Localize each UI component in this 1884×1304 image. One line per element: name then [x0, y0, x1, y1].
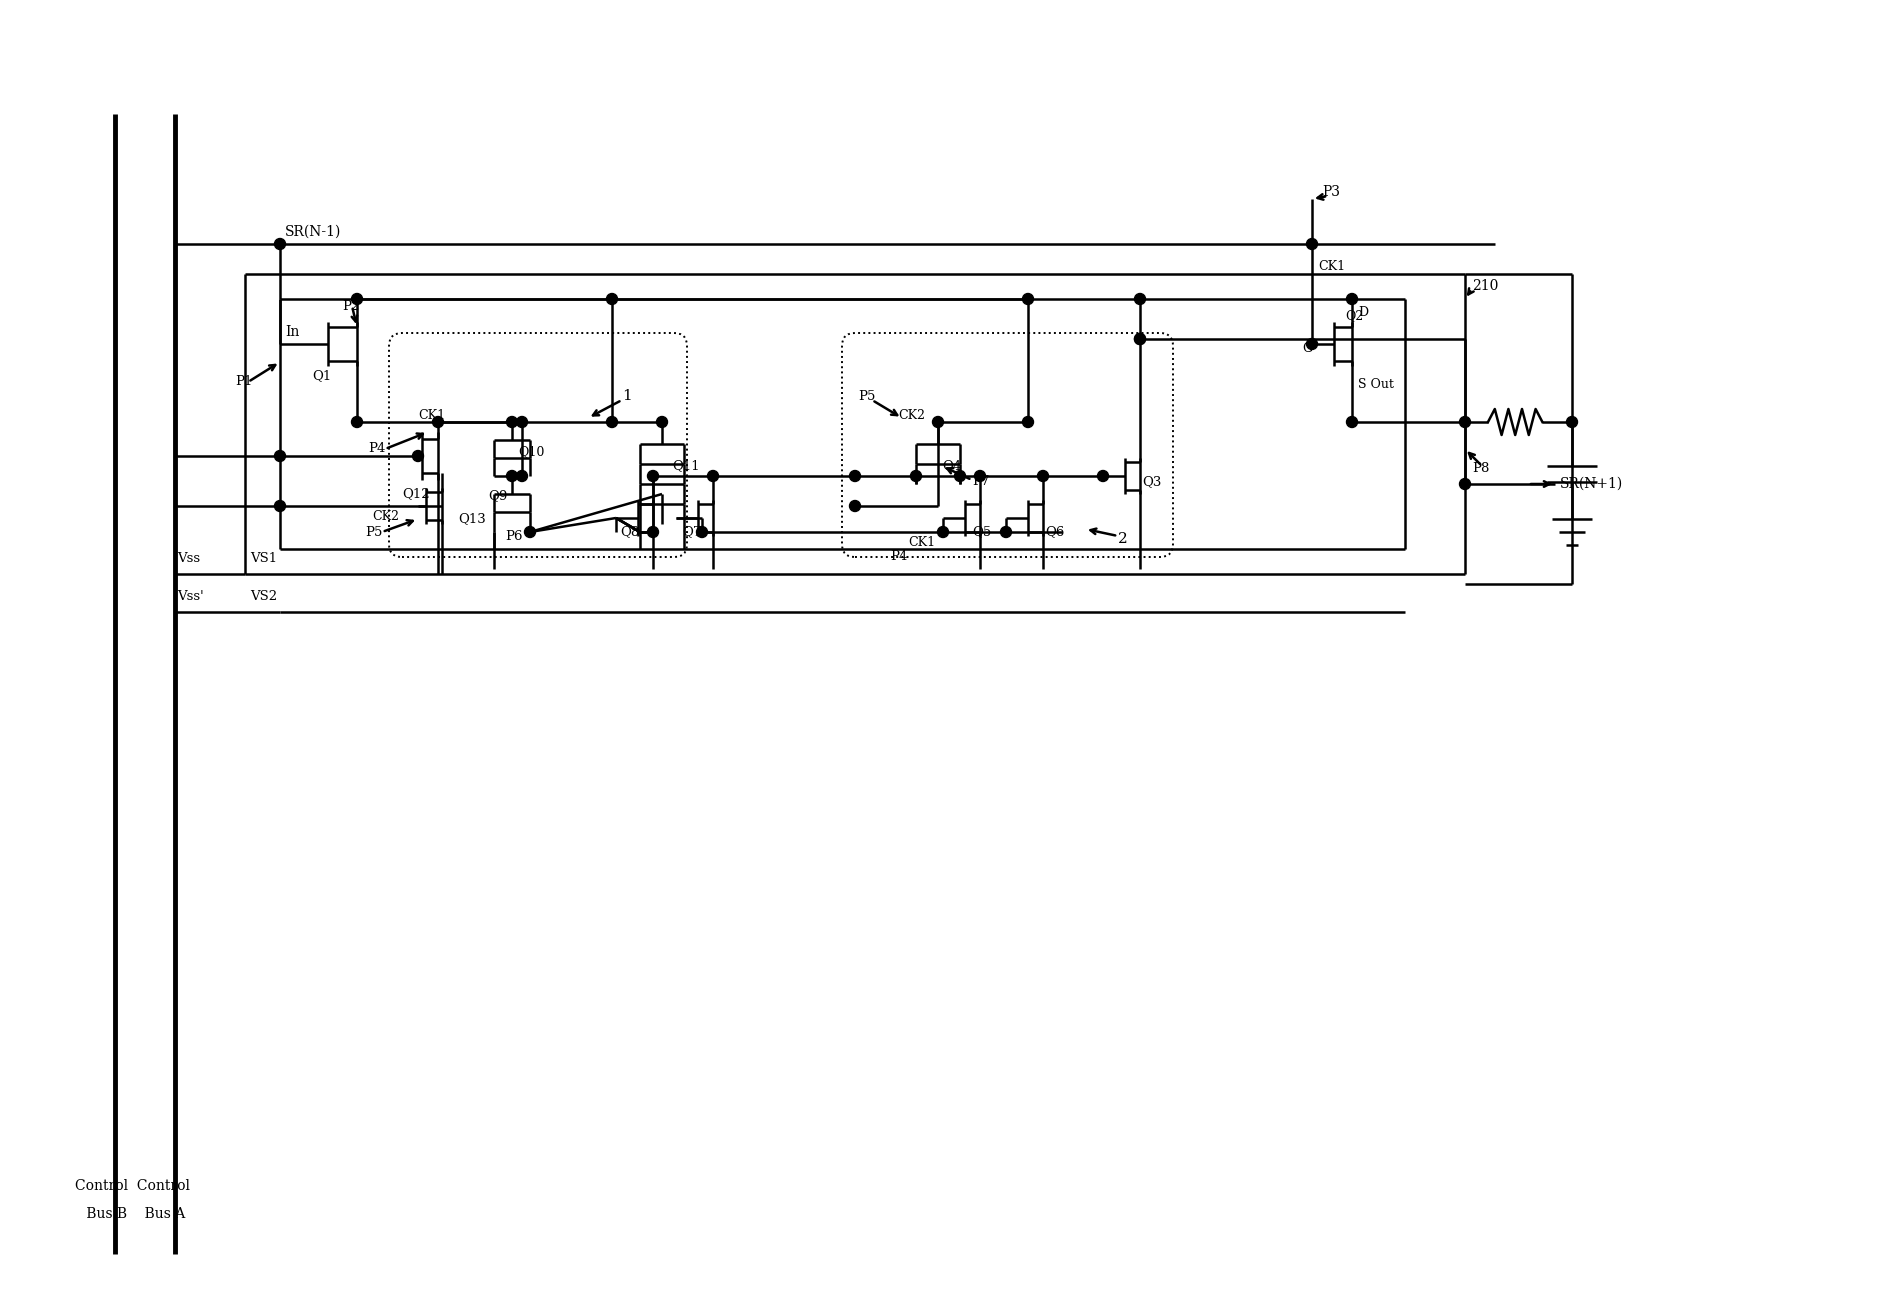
Circle shape — [910, 471, 921, 481]
Circle shape — [516, 416, 528, 428]
Text: Q2: Q2 — [1345, 309, 1364, 322]
Text: Vss': Vss' — [177, 591, 203, 604]
Circle shape — [955, 471, 965, 481]
Circle shape — [933, 416, 944, 428]
Circle shape — [697, 527, 708, 537]
Text: CK1: CK1 — [1319, 259, 1345, 273]
Text: P7: P7 — [972, 476, 989, 489]
Text: D: D — [1358, 305, 1368, 318]
Text: P6: P6 — [505, 529, 522, 542]
Circle shape — [275, 239, 286, 249]
Circle shape — [1134, 334, 1145, 344]
Text: Q5: Q5 — [972, 526, 991, 539]
Circle shape — [1566, 416, 1577, 428]
Text: P8: P8 — [1471, 463, 1490, 476]
Circle shape — [1134, 293, 1145, 305]
Circle shape — [1460, 416, 1471, 428]
Circle shape — [1023, 416, 1034, 428]
Text: P5: P5 — [365, 526, 382, 539]
Text: P3: P3 — [1323, 185, 1340, 200]
Text: Control  Control: Control Control — [75, 1179, 190, 1193]
Text: G: G — [1302, 343, 1311, 356]
Text: SR(N-1): SR(N-1) — [284, 226, 341, 239]
Circle shape — [648, 471, 659, 481]
Text: P5: P5 — [857, 390, 876, 403]
Circle shape — [1134, 334, 1145, 344]
Text: Q3: Q3 — [1142, 476, 1161, 489]
Text: P4: P4 — [367, 442, 386, 455]
Circle shape — [607, 293, 618, 305]
Text: 2: 2 — [1117, 532, 1129, 546]
Text: Vss: Vss — [177, 553, 200, 566]
Circle shape — [352, 293, 362, 305]
Text: 1: 1 — [622, 389, 631, 403]
Circle shape — [433, 416, 443, 428]
Text: Q4: Q4 — [942, 459, 961, 472]
Circle shape — [1306, 239, 1317, 249]
Text: CK2: CK2 — [371, 510, 399, 523]
Circle shape — [516, 471, 528, 481]
Text: CK1: CK1 — [418, 409, 445, 422]
Text: S Out: S Out — [1358, 377, 1394, 390]
Circle shape — [1306, 339, 1317, 349]
Circle shape — [1347, 416, 1358, 428]
Text: Q8: Q8 — [620, 526, 639, 539]
Circle shape — [708, 471, 718, 481]
Text: P4: P4 — [889, 549, 908, 562]
Circle shape — [850, 471, 861, 481]
Text: Q13: Q13 — [458, 512, 486, 526]
Circle shape — [974, 471, 985, 481]
Circle shape — [524, 527, 535, 537]
Circle shape — [1098, 471, 1108, 481]
Circle shape — [1347, 293, 1358, 305]
Circle shape — [850, 501, 861, 511]
Circle shape — [1000, 527, 1012, 537]
Text: Q6: Q6 — [1046, 526, 1064, 539]
Text: Bus B    Bus A: Bus B Bus A — [83, 1208, 185, 1221]
Circle shape — [275, 501, 286, 511]
Text: CK1: CK1 — [908, 536, 934, 549]
Text: Q1: Q1 — [313, 369, 332, 382]
Text: Q9: Q9 — [488, 489, 507, 502]
Circle shape — [656, 416, 667, 428]
Text: Q12: Q12 — [401, 488, 430, 501]
Text: VS1: VS1 — [251, 553, 277, 566]
Circle shape — [413, 450, 424, 462]
Circle shape — [648, 527, 659, 537]
Text: VS2: VS2 — [251, 591, 277, 604]
Circle shape — [1023, 293, 1034, 305]
Text: P1: P1 — [236, 376, 252, 389]
Text: Q10: Q10 — [518, 446, 544, 459]
Text: P2: P2 — [343, 300, 360, 313]
Text: CK2: CK2 — [899, 409, 925, 422]
Circle shape — [1038, 471, 1049, 481]
Text: In: In — [284, 325, 300, 339]
Circle shape — [507, 416, 518, 428]
Text: Q7: Q7 — [682, 526, 701, 539]
Text: Q11: Q11 — [673, 459, 699, 472]
Circle shape — [1460, 479, 1471, 489]
Text: SR(N+1): SR(N+1) — [1560, 477, 1624, 492]
Circle shape — [507, 471, 518, 481]
Circle shape — [352, 416, 362, 428]
Text: 210: 210 — [1471, 279, 1498, 293]
Circle shape — [938, 527, 948, 537]
Circle shape — [275, 450, 286, 462]
Circle shape — [607, 416, 618, 428]
